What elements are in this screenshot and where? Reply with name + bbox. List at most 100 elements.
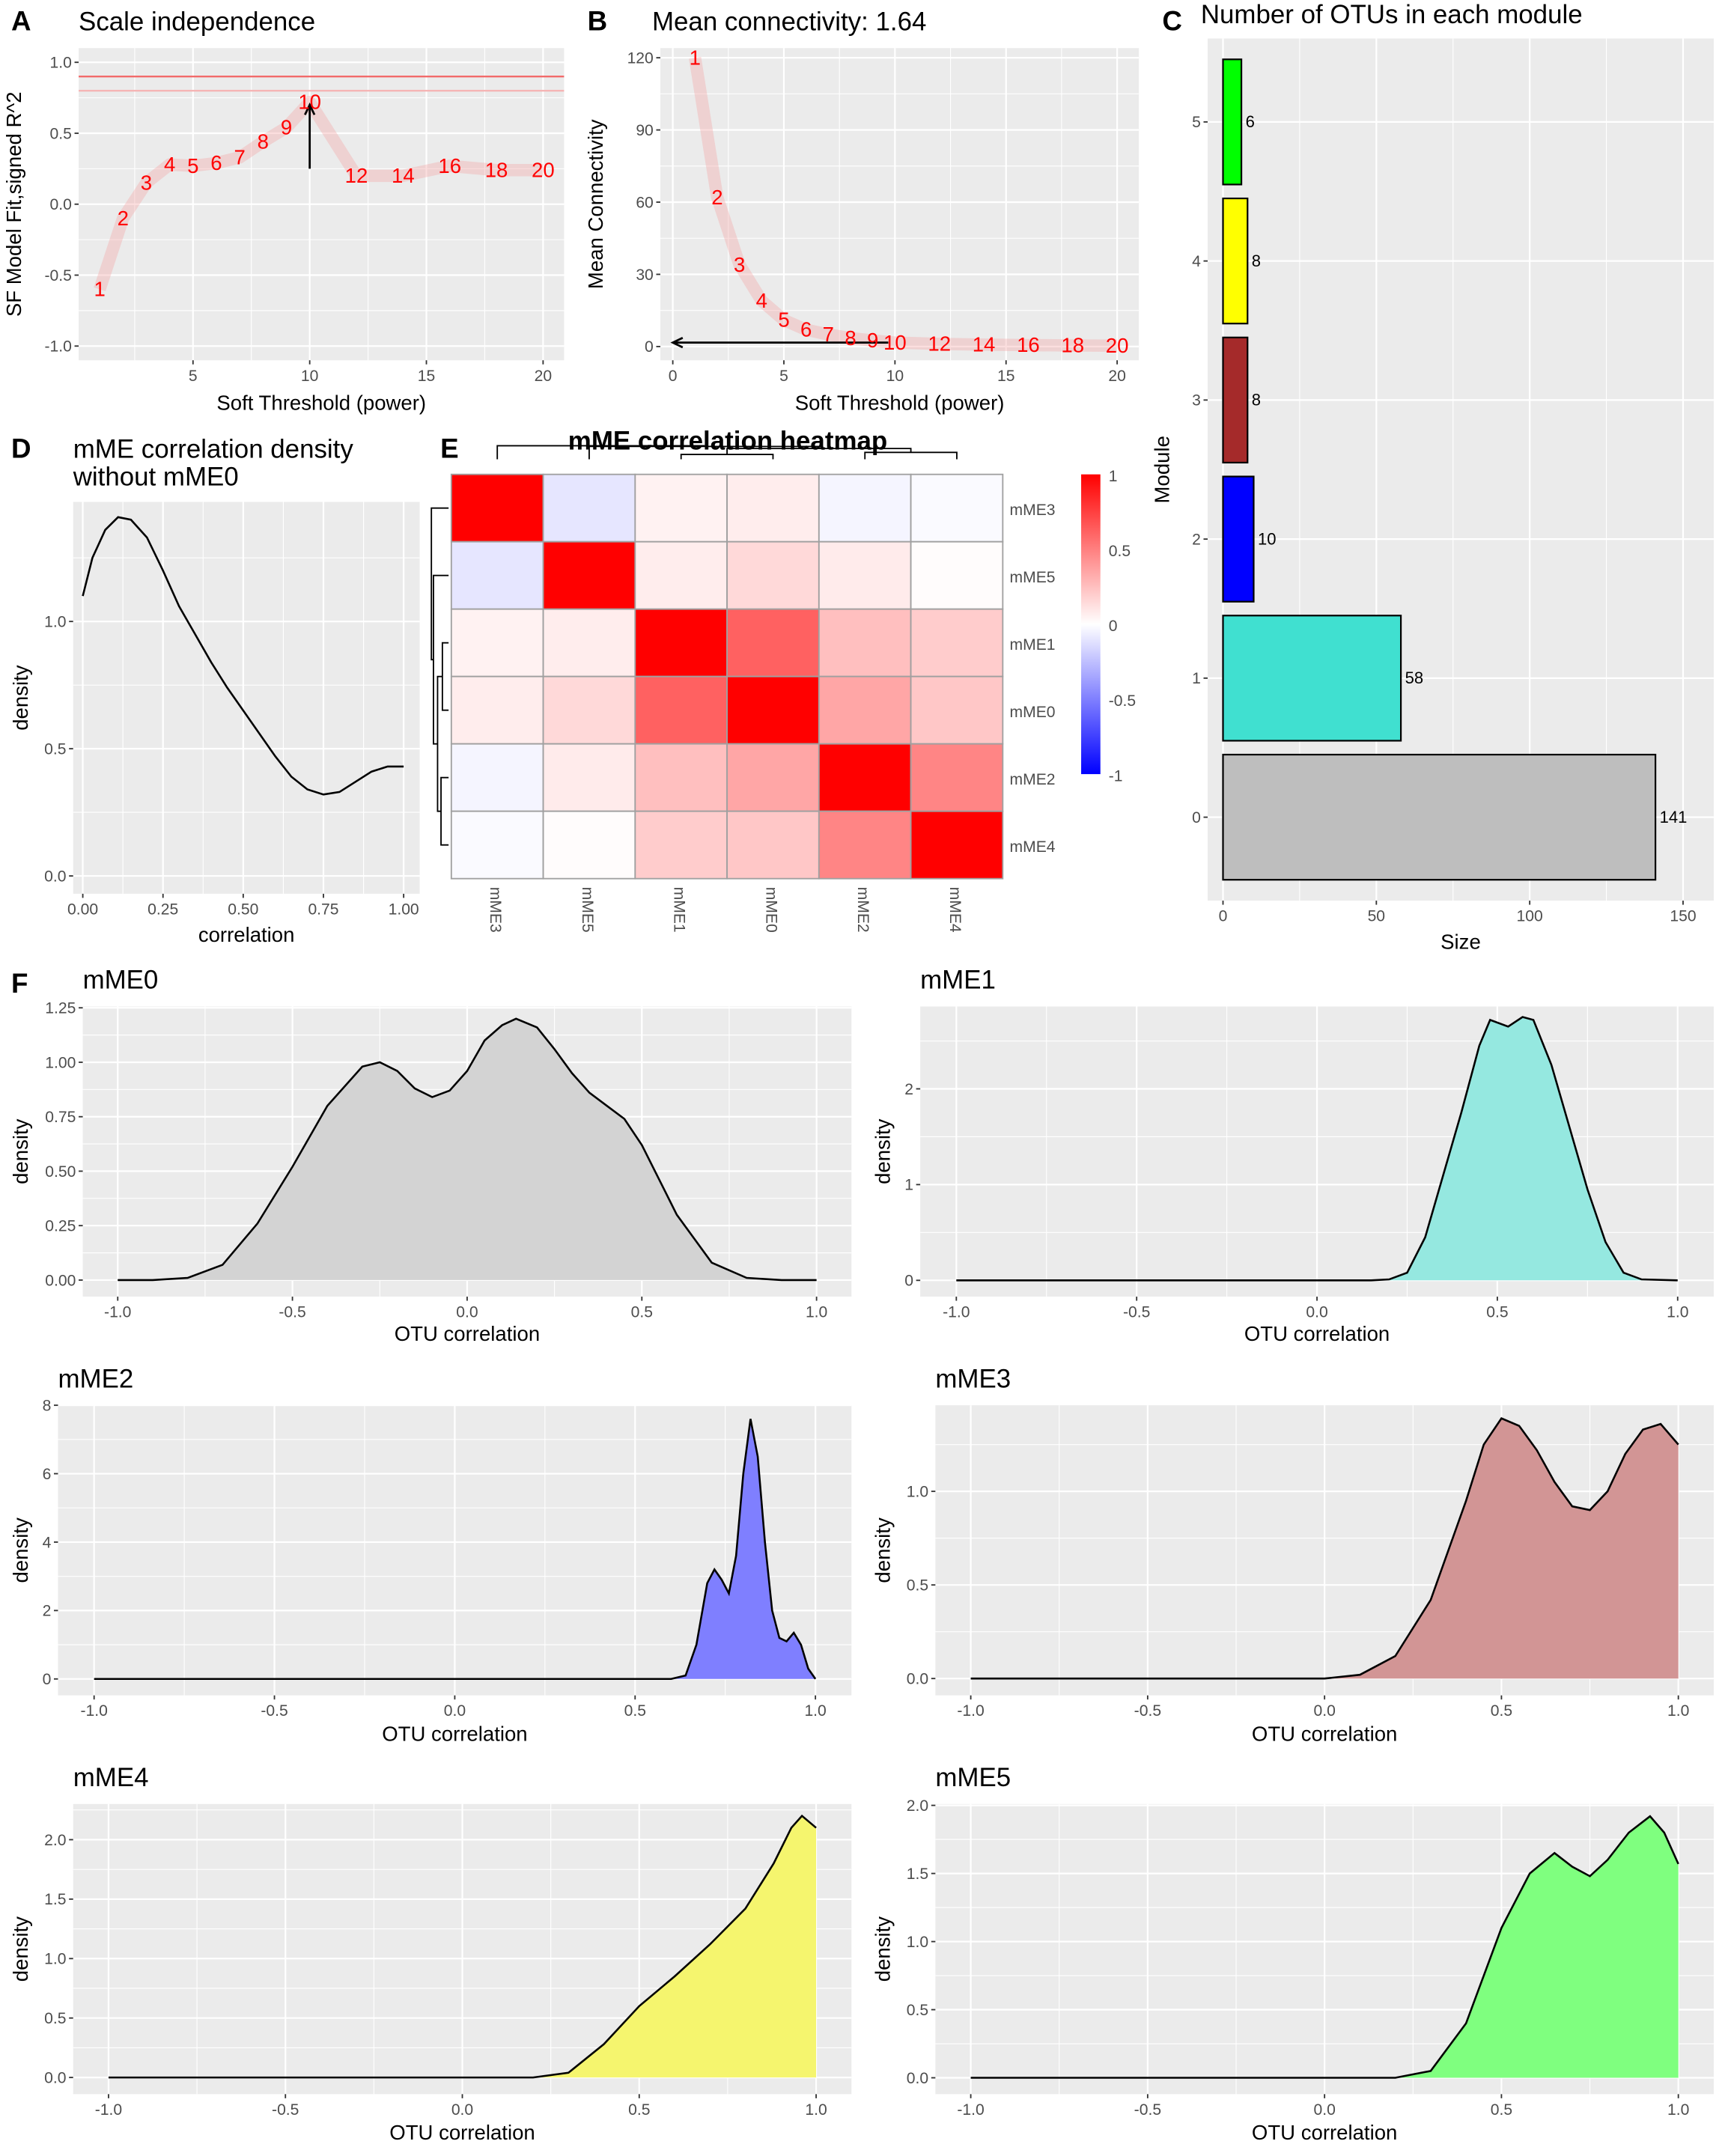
heatmap-cell bbox=[542, 743, 636, 812]
y-tick-label: 0.0 bbox=[907, 1671, 928, 1688]
x-tick-label: 0.5 bbox=[1491, 1702, 1512, 1720]
arrow-head bbox=[670, 336, 684, 349]
power-label: 20 bbox=[532, 158, 555, 181]
y-tick-label: 6 bbox=[43, 1466, 52, 1483]
y-tick-label: 0.5 bbox=[44, 740, 66, 758]
power-label: 5 bbox=[778, 308, 789, 332]
heatmap-cell bbox=[726, 473, 820, 543]
x-tick-label: 0 bbox=[669, 368, 678, 385]
x-tick-label: 15 bbox=[418, 368, 435, 385]
column-label: mME1 bbox=[671, 887, 688, 933]
chart-title: mME0 bbox=[83, 966, 159, 995]
chart-panel-f: F -1.0 -0.5 0.0 0.5 1.0 0.00 0.25 0.50 0.75 1.00 1.… bbox=[9, 966, 852, 1345]
bar-module-1 bbox=[1222, 615, 1402, 742]
power-label: 3 bbox=[141, 171, 152, 195]
bar-value-label: 58 bbox=[1405, 669, 1424, 687]
colorbar-tick-label: 1 bbox=[1109, 468, 1118, 485]
column-dendrogram-branch bbox=[496, 445, 705, 460]
chart-mme2: -1.0 -0.5 0.0 0.5 1.0 0 2 4 6 8 OTU correlation den… bbox=[9, 1364, 852, 1745]
y-tick-label: 1.0 bbox=[50, 55, 72, 72]
x-tick-label: -1.0 bbox=[104, 1304, 131, 1321]
density-line bbox=[970, 1417, 1679, 1680]
x-axis-title: OTU correlation bbox=[395, 1322, 540, 1345]
heatmap-cell bbox=[450, 675, 544, 745]
power-label: 14 bbox=[392, 164, 415, 187]
power-label: 9 bbox=[867, 329, 878, 352]
y-axis-title: Module bbox=[1151, 436, 1174, 503]
x-tick-label: 5 bbox=[189, 368, 198, 385]
heatmap-cell bbox=[542, 540, 636, 610]
fit-line bbox=[689, 56, 1118, 353]
x-tick-label: 0.25 bbox=[147, 901, 178, 918]
power-label: 12 bbox=[345, 164, 368, 187]
x-tick-label: 0.0 bbox=[456, 1304, 478, 1321]
x-tick-label: -1.0 bbox=[957, 2101, 984, 2119]
x-tick-label: 0.5 bbox=[624, 1702, 646, 1720]
power-label: 2 bbox=[711, 186, 722, 209]
y-tick-label: 0.5 bbox=[907, 1577, 928, 1595]
heatmap-cell bbox=[634, 743, 728, 812]
x-tick-label: 0.5 bbox=[1491, 2101, 1512, 2119]
x-axis-title: OTU correlation bbox=[1252, 2121, 1397, 2144]
y-tick-label: 30 bbox=[636, 267, 653, 284]
y-tick-label: 2 bbox=[1192, 531, 1201, 548]
y-tick-label: -1.0 bbox=[45, 338, 72, 356]
heatmap-cell bbox=[634, 608, 728, 677]
heatmap-cell bbox=[818, 743, 912, 812]
x-tick-label: 0.5 bbox=[1486, 1304, 1508, 1321]
chart-title: mME2 bbox=[58, 1364, 134, 1393]
heatmap-cell bbox=[542, 473, 636, 543]
power-label: 12 bbox=[928, 332, 951, 356]
plot-panel bbox=[73, 502, 420, 894]
x-tick-label: 150 bbox=[1670, 908, 1696, 925]
bar-module-3 bbox=[1222, 336, 1249, 464]
y-tick-label: 0.75 bbox=[45, 1109, 76, 1126]
panel-letter: D bbox=[11, 433, 31, 464]
arrow-head bbox=[304, 102, 316, 115]
power-label: 18 bbox=[485, 158, 508, 181]
y-tick-label: 0.25 bbox=[45, 1218, 76, 1235]
row-label: mME2 bbox=[1010, 771, 1056, 788]
heatmap-cell bbox=[818, 540, 912, 610]
colorbar bbox=[1081, 474, 1101, 775]
y-tick-label: 1.0 bbox=[907, 1484, 928, 1501]
y-tick-label: 1.00 bbox=[45, 1054, 76, 1071]
heatmap-cell bbox=[726, 743, 820, 812]
x-axis-title: Soft Threshold (power) bbox=[216, 391, 426, 414]
power-label: 7 bbox=[234, 145, 245, 168]
x-axis-title: OTU correlation bbox=[382, 1722, 527, 1745]
y-tick-label: 1.5 bbox=[907, 1866, 928, 1883]
x-tick-label: 0.00 bbox=[67, 901, 98, 918]
colorbar-tick-label: -0.5 bbox=[1109, 692, 1136, 710]
power-label: 7 bbox=[823, 323, 834, 346]
y-tick-label: 2 bbox=[904, 1081, 913, 1098]
density-line bbox=[94, 1419, 817, 1681]
bar-value-label: 8 bbox=[1252, 391, 1261, 409]
y-axis-title: density bbox=[9, 1517, 32, 1583]
chart-mme3: -1.0 -0.5 0.0 0.5 1.0 0.0 0.5 1.0 OTU correlatio… bbox=[871, 1364, 1714, 1745]
heatmap-cell bbox=[634, 810, 728, 880]
power-label: 1 bbox=[690, 46, 701, 69]
colorbar-tick-label: 0 bbox=[1109, 618, 1118, 635]
x-tick-label: 0.0 bbox=[1313, 2101, 1335, 2119]
row-label: mME4 bbox=[1010, 838, 1056, 856]
power-label: 2 bbox=[118, 207, 129, 230]
power-label: 10 bbox=[883, 331, 907, 354]
heatmap-cell bbox=[450, 810, 544, 880]
y-axis-title: density bbox=[9, 1916, 32, 1982]
power-label: 8 bbox=[258, 130, 269, 153]
x-tick-label: -0.5 bbox=[1134, 2101, 1161, 2119]
x-tick-label: -0.5 bbox=[272, 2101, 299, 2119]
y-tick-label: 1.25 bbox=[45, 1000, 76, 1017]
heatmap-cell bbox=[910, 810, 1004, 880]
heatmap-cell bbox=[450, 540, 544, 610]
y-tick-label: 1.0 bbox=[907, 1934, 928, 1951]
heatmap-cell bbox=[818, 473, 912, 543]
heatmap-cell bbox=[542, 608, 636, 677]
y-tick-label: 0.0 bbox=[44, 2069, 66, 2086]
y-tick-label: 8 bbox=[43, 1397, 52, 1414]
heatmap-cell bbox=[450, 473, 544, 543]
